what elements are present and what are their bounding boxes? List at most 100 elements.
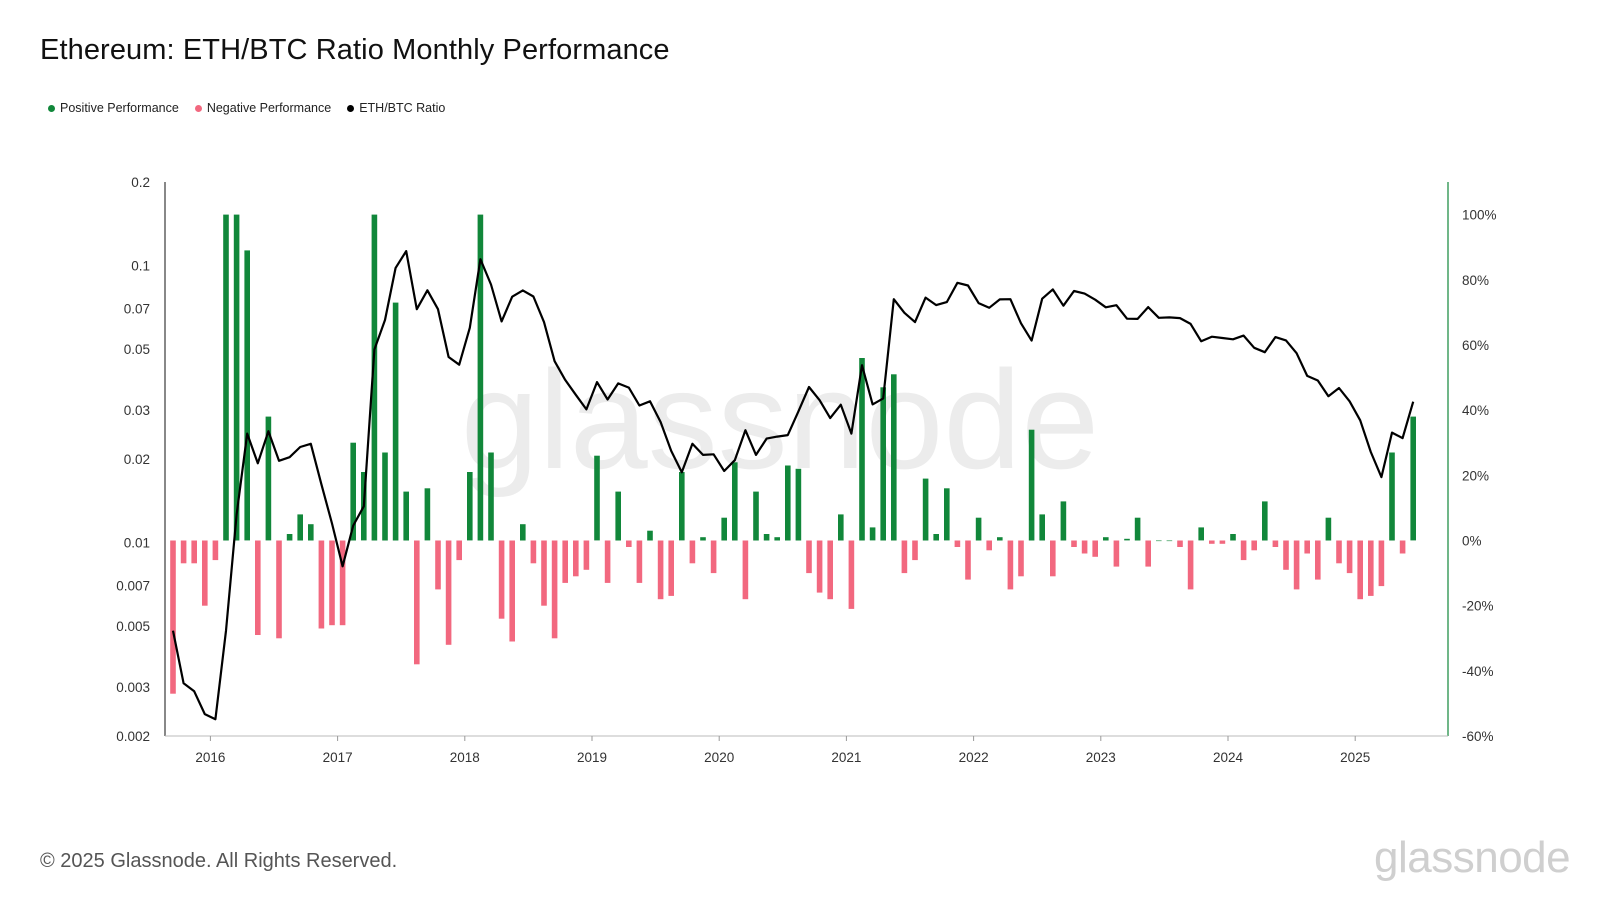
negative-bar — [435, 540, 441, 590]
left-axis-ticks: 0.2 0.1 0.07 0.05 0.03 0.02 0.01 0.007 0.005 0.00… — [116, 175, 150, 744]
positive-bar — [1230, 534, 1236, 541]
positive-bar — [732, 462, 738, 541]
negative-bar — [1336, 540, 1342, 564]
negative-bar — [901, 540, 908, 574]
x-tick-label: 2019 — [577, 750, 607, 765]
performance-bars — [170, 214, 1416, 694]
positive-bar — [424, 488, 431, 541]
left-tick-label: 0.1 — [131, 258, 150, 273]
legend-label-ratio: ETH/BTC Ratio — [359, 101, 446, 115]
legend-label-negative: Negative Performance — [206, 101, 332, 115]
negative-bar — [636, 540, 643, 583]
negative-bar — [1187, 540, 1194, 590]
positive-bar — [403, 491, 409, 541]
x-tick-label: 2021 — [831, 750, 861, 765]
positive-bar — [721, 517, 727, 541]
positive-bar — [1028, 429, 1035, 541]
negative-bar — [1293, 540, 1300, 590]
x-tick-label: 2020 — [704, 750, 734, 765]
positive-bar — [922, 478, 929, 541]
positive-bar — [350, 442, 356, 541]
positive-bar — [297, 514, 303, 541]
positive-bar — [477, 214, 484, 541]
positive-bar — [1039, 514, 1045, 541]
negative-bar — [710, 540, 717, 574]
negative-bar — [1240, 540, 1247, 561]
left-tick-label: 0.007 — [116, 578, 150, 593]
negative-bar — [1219, 540, 1226, 544]
left-tick-label: 0.005 — [116, 619, 150, 634]
negative-bar — [1346, 540, 1353, 574]
negative-bar — [1145, 540, 1151, 567]
positive-bar — [859, 358, 865, 541]
negative-bar — [202, 540, 208, 606]
positive-bar — [382, 452, 388, 541]
negative-bar — [965, 540, 971, 580]
left-tick-label: 0.01 — [124, 535, 150, 550]
positive-bar — [1262, 501, 1268, 541]
positive-bar — [233, 214, 240, 541]
positive-bar — [265, 416, 272, 541]
negative-bar — [1399, 540, 1406, 554]
positive-bar — [774, 537, 780, 541]
negative-bar — [498, 540, 505, 619]
negative-bar — [329, 540, 335, 626]
right-tick-label: -60% — [1462, 729, 1494, 744]
positive-bar — [286, 534, 293, 541]
watermark-text: glassnode — [461, 341, 1099, 498]
positive-bar — [1410, 416, 1416, 541]
x-tick-label: 2017 — [323, 750, 353, 765]
legend-item-negative[interactable]: Negative Performance — [194, 101, 332, 115]
legend-dot-ratio — [347, 104, 355, 112]
negative-bar — [1272, 540, 1279, 547]
negative-bar — [742, 540, 749, 600]
negative-bar — [1209, 540, 1215, 544]
positive-bar — [869, 527, 876, 541]
negative-bar — [456, 540, 462, 561]
positive-bar — [763, 534, 770, 541]
negative-bar — [180, 540, 187, 564]
negative-bar — [604, 540, 611, 583]
negative-bar — [1283, 540, 1289, 570]
positive-bar — [1166, 540, 1173, 542]
positive-bar — [244, 250, 250, 541]
negative-bar — [1050, 540, 1056, 577]
positive-bar — [1325, 517, 1332, 541]
negative-bar — [509, 540, 515, 642]
negative-bar — [445, 540, 452, 645]
x-tick-label: 2022 — [959, 750, 989, 765]
positive-bar — [1060, 501, 1067, 541]
negative-bar — [339, 540, 346, 626]
positive-bar — [785, 465, 791, 541]
legend-item-ratio[interactable]: ETH/BTC Ratio — [347, 101, 445, 115]
left-tick-label: 0.2 — [131, 175, 150, 190]
negative-bar — [1007, 540, 1014, 590]
right-tick-label: 0% — [1462, 534, 1482, 549]
positive-bar — [1124, 538, 1130, 541]
negative-bar — [1113, 540, 1120, 567]
left-tick-label: 0.02 — [124, 452, 150, 467]
left-tick-label: 0.03 — [124, 403, 150, 418]
negative-bar — [170, 540, 176, 694]
right-tick-label: 60% — [1462, 338, 1489, 353]
right-tick-label: -40% — [1462, 664, 1494, 679]
negative-bar — [414, 540, 420, 665]
negative-bar — [562, 540, 568, 583]
positive-bar — [1156, 540, 1162, 542]
negative-bar — [530, 540, 537, 564]
positive-bar — [615, 491, 621, 541]
x-axis-ticks: 2016 2017 2018 2019 2020 2021 2022 2023 2024 2025 — [195, 736, 1370, 765]
positive-bar — [308, 524, 314, 541]
x-tick-label: 2016 — [195, 750, 225, 765]
negative-bar — [541, 540, 547, 606]
legend: Positive Performance Negative Performanc… — [48, 101, 445, 115]
legend-item-positive[interactable]: Positive Performance — [48, 101, 179, 115]
negative-bar — [1081, 540, 1088, 554]
left-tick-label: 0.05 — [124, 342, 150, 357]
chart-title: Ethereum: ETH/BTC Ratio Monthly Performa… — [40, 34, 670, 66]
positive-bar — [223, 214, 229, 541]
negative-bar — [1378, 540, 1385, 587]
negative-bar — [912, 540, 918, 561]
right-tick-label: 80% — [1462, 273, 1489, 288]
